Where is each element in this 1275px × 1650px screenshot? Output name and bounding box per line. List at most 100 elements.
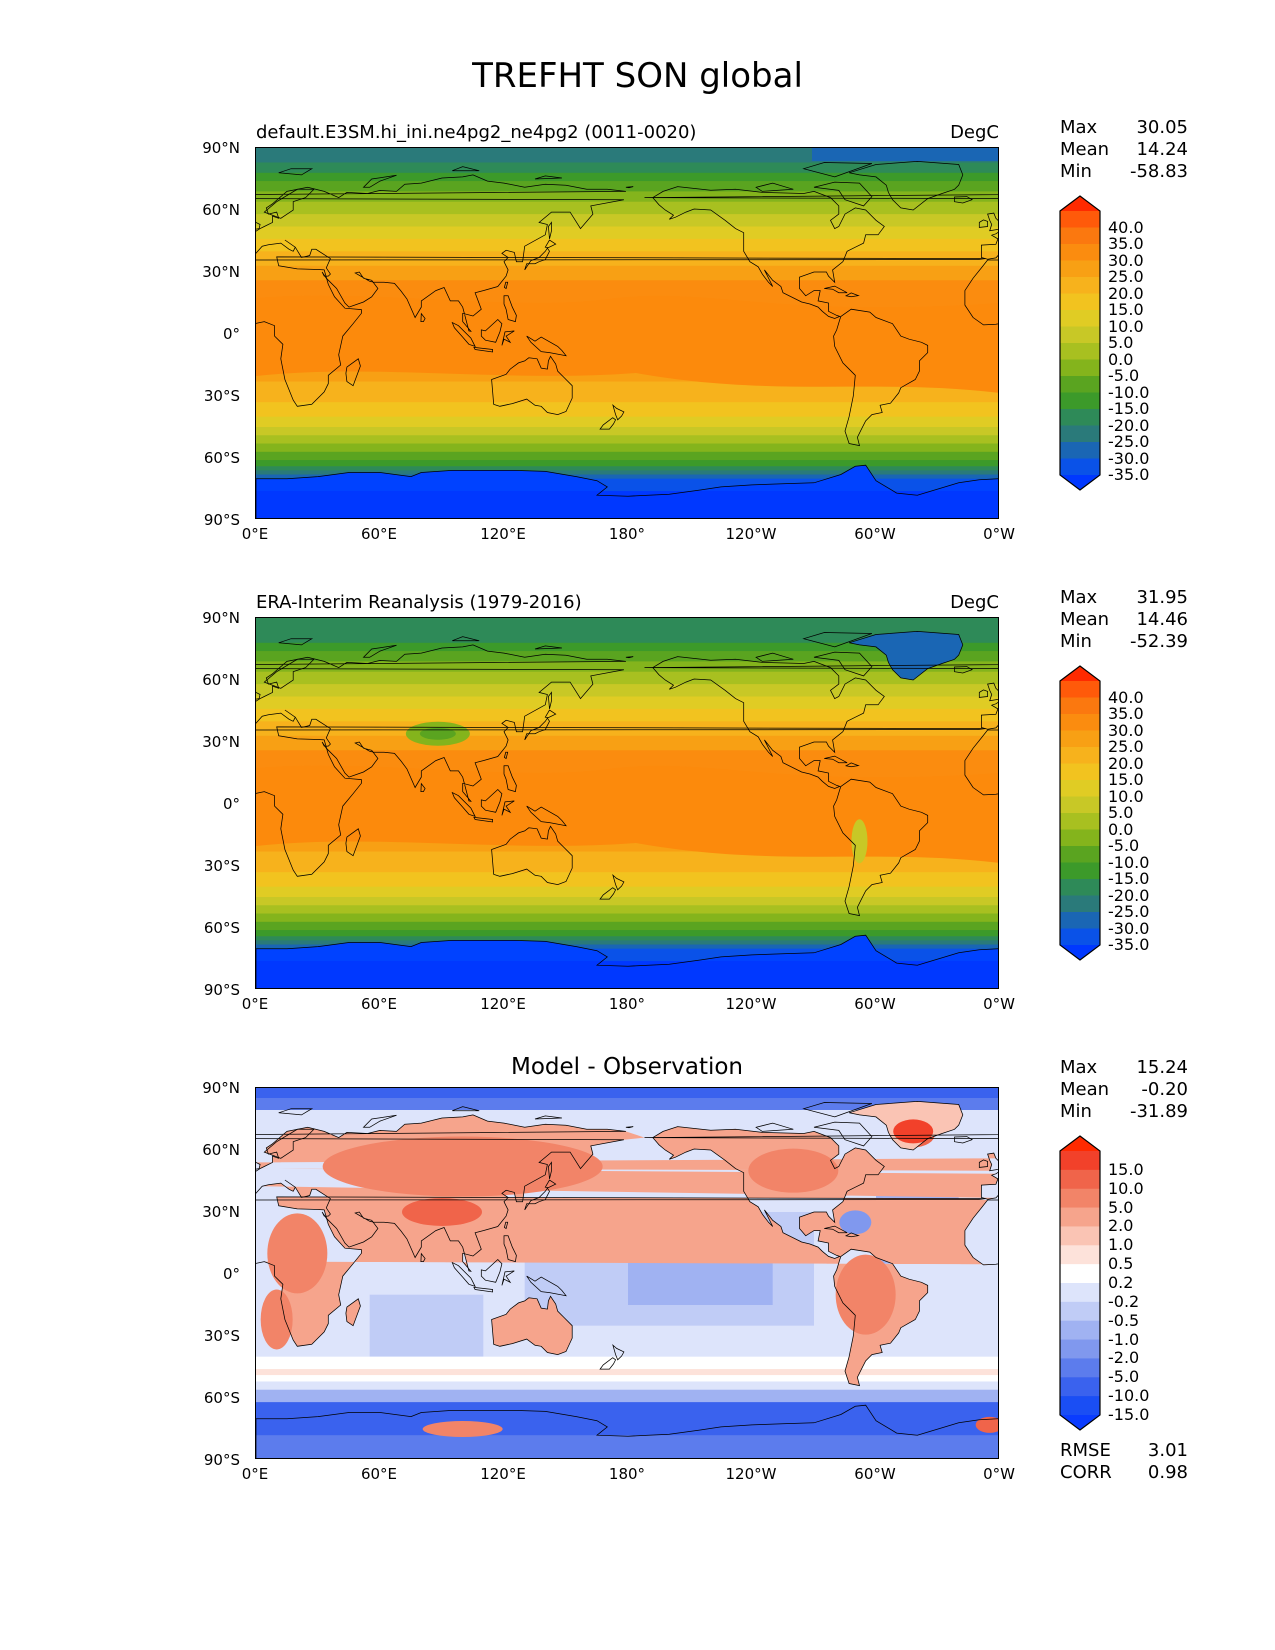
colorbar-band xyxy=(1060,260,1100,278)
lon-label-120e: 120°E xyxy=(480,525,526,543)
lat-label-60n: 60°N xyxy=(202,201,240,219)
lon-label-180: 180° xyxy=(608,525,646,543)
temperature-band xyxy=(256,162,998,174)
coastline-eurasia xyxy=(256,644,626,802)
coastline-sakhalin xyxy=(548,691,552,709)
colorbar-tick-label: -2.0 xyxy=(1108,1348,1140,1368)
colorbar-band xyxy=(1060,796,1100,814)
coastline-japan xyxy=(524,717,550,741)
stats-box: Max 31.95 Mean 14.46 Min -52.39 xyxy=(1060,587,1188,653)
colorbar-tick-label: -30.0 xyxy=(1108,918,1150,938)
colorbar-tick-label: 30.0 xyxy=(1108,250,1144,270)
colorbar-band xyxy=(1060,1339,1100,1359)
colorbar-band xyxy=(1060,293,1100,311)
coastline-cuba xyxy=(824,285,848,294)
arctic-cold-patch xyxy=(812,148,998,161)
warm-bias-patch xyxy=(322,1136,603,1197)
coastline-srilanka xyxy=(420,312,426,322)
colorbar-band xyxy=(1060,326,1100,344)
lat-label-90s: 90°S xyxy=(203,511,240,529)
colorbar-band xyxy=(1060,813,1100,830)
colorbar-band xyxy=(1060,1320,1100,1341)
lat-label-60s: 60°S xyxy=(203,1389,240,1407)
coastline-sulawesi xyxy=(501,330,515,346)
lon-label-60w: 60°W xyxy=(854,1465,896,1483)
colorbar-band xyxy=(1060,376,1100,393)
colorbar-band xyxy=(1060,244,1100,261)
temperature-band xyxy=(256,684,998,698)
lon-label-120w: 120°W xyxy=(725,995,777,1013)
lat-label-30n: 30°N xyxy=(202,263,240,281)
coastline-madagascar xyxy=(345,1298,361,1327)
temperature-band xyxy=(256,618,998,634)
colorbar-tick-label: -5.0 xyxy=(1108,836,1140,855)
temperature-band xyxy=(256,381,998,403)
diff-field-patch xyxy=(256,1435,998,1458)
temperature-band xyxy=(256,402,998,418)
stat-max-label: Max xyxy=(1060,117,1098,138)
coastline-philippines xyxy=(503,1235,517,1263)
temperature-band xyxy=(256,238,998,252)
colorbar-band xyxy=(1060,1396,1100,1416)
tropical-warm-pool xyxy=(256,295,998,393)
coastline-nzn xyxy=(612,873,625,891)
panel-title-center: Model - Observation xyxy=(510,1054,744,1080)
colorbar-tick-label: -30.0 xyxy=(1108,448,1150,468)
coastline-newsiberian xyxy=(534,1115,562,1120)
coastline-sulawesi xyxy=(501,1270,515,1286)
coastline-sumatra xyxy=(451,1261,476,1288)
coastline-hispaniola xyxy=(844,292,860,298)
temperature-band xyxy=(256,214,998,228)
coastline-africa xyxy=(256,726,986,877)
coastline-sakhalin xyxy=(548,221,552,239)
colorbar-band xyxy=(1060,780,1100,797)
coastlines xyxy=(256,161,998,518)
colorbar-band xyxy=(1060,458,1100,476)
colorbar-tick-label: 10.0 xyxy=(1108,316,1144,336)
lon-label-0w: 0°W xyxy=(983,1465,1015,1483)
figure-title: TREFHT SON global xyxy=(472,56,803,96)
coastline-britain xyxy=(256,1161,261,1170)
temperature-band xyxy=(256,886,998,898)
colorbar-band xyxy=(1060,442,1100,459)
colorbar-band xyxy=(1060,1264,1100,1284)
coastline-sam xyxy=(833,1248,929,1387)
colorbar-band xyxy=(1060,697,1100,715)
coastline-nzn xyxy=(612,403,625,421)
temperature-band xyxy=(256,470,998,476)
stat-min-label: Min xyxy=(1060,631,1092,652)
coastline-nam xyxy=(652,186,885,319)
diff-field-patch xyxy=(369,1294,484,1357)
lat-label-60n: 60°N xyxy=(202,671,240,689)
lon-label-180: 180° xyxy=(608,1465,646,1483)
stat-mean-value: -0.20 xyxy=(1141,1079,1188,1100)
coastline-ellesmere xyxy=(802,162,873,178)
lat-label-0: 0° xyxy=(222,795,240,813)
lat-label-60n: 60°N xyxy=(202,1141,240,1159)
colorbar-tick-label: 40.0 xyxy=(1108,217,1144,237)
coastline-ireland xyxy=(978,1159,988,1168)
coastline-nzs xyxy=(599,887,617,900)
stat-max-value: 15.24 xyxy=(1136,1057,1188,1078)
colorbar-tick-label: 40.0 xyxy=(1108,687,1144,707)
coastline-scandinavia xyxy=(263,188,315,219)
colorbar-band xyxy=(1060,928,1100,946)
coastline-nzs xyxy=(599,1357,617,1370)
temperature-band xyxy=(256,172,998,182)
coastline-wrangel xyxy=(625,1126,634,1129)
coastline-newguinea xyxy=(526,1275,567,1297)
coastline-britain xyxy=(987,1152,998,1172)
temperature-band xyxy=(256,265,998,281)
colorbar-band xyxy=(1060,359,1100,377)
colorbar-tick-label: -10.0 xyxy=(1108,1386,1150,1406)
tropical-warm-pool xyxy=(256,765,998,863)
colorbar-extend-min xyxy=(1060,475,1100,490)
colorbar-outline xyxy=(1059,1135,1101,1431)
coastline-africa xyxy=(964,259,998,326)
colorbar-band xyxy=(1060,1377,1100,1397)
colorbar-tick-label: 15.0 xyxy=(1108,1159,1144,1179)
temperature-band xyxy=(256,460,998,467)
stat-rmse-value: 3.01 xyxy=(1147,1440,1188,1461)
coastline-hispaniola xyxy=(844,762,860,768)
colorbar-band xyxy=(1060,1283,1100,1303)
